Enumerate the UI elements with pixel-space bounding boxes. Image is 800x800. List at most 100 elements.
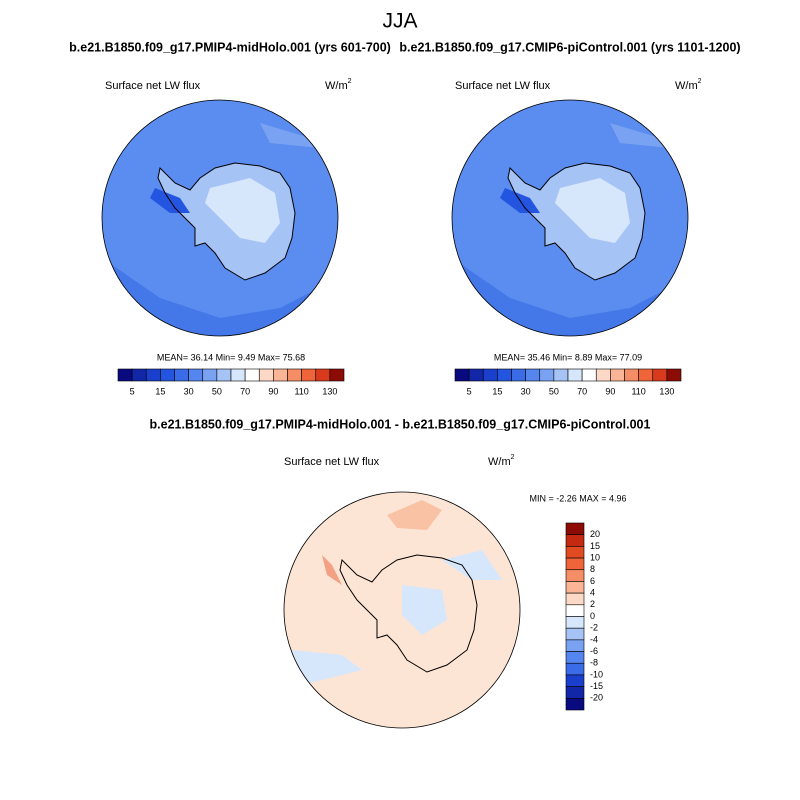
panel-title: b.e21.B1850.f09_g17.PMIP4-midHolo.001 - …	[150, 417, 651, 431]
colorbar-box	[610, 368, 625, 382]
colorbar-label: -2	[590, 623, 598, 633]
colorbar-box	[666, 368, 682, 382]
map-border	[283, 491, 521, 729]
stats: MEAN= 36.14 Min= 9.49 Max= 75.68	[157, 352, 305, 362]
map	[283, 491, 521, 729]
colorbar-box	[565, 674, 585, 687]
colorbar-box	[273, 368, 288, 382]
colorbar-label: 50	[549, 386, 559, 396]
field-band	[610, 123, 670, 148]
colorbar-box	[565, 698, 585, 711]
units-text: W/m	[325, 80, 348, 92]
colorbar-label: 110	[631, 386, 645, 396]
variable-label: Surface net LW flux	[284, 456, 380, 468]
colorbar-box	[565, 616, 585, 629]
colorbar-box	[565, 604, 585, 617]
colorbar-box	[652, 368, 668, 382]
colorbar-box	[315, 368, 331, 382]
colorbar-box	[581, 368, 597, 382]
colorbar-box	[565, 569, 585, 582]
map-border	[101, 99, 339, 337]
units-text: W/m	[675, 80, 698, 92]
colorbar-label: -6	[590, 646, 598, 656]
colorbar-box	[525, 368, 541, 382]
colorbar-box	[565, 592, 585, 606]
colorbar-box	[454, 368, 470, 382]
colorbar-label: 10	[590, 552, 600, 562]
colorbar-label: 8	[590, 564, 595, 574]
map-border	[451, 99, 689, 337]
colorbar-label: 6	[590, 576, 595, 586]
colorbar-label: 15	[155, 386, 165, 396]
panel-title: b.e21.B1850.f09_g17.CMIP6-piControl.001 …	[399, 40, 740, 54]
colorbar-label: 90	[268, 386, 278, 396]
colorbar-label: 110	[294, 386, 308, 396]
colorbar-label: -20	[590, 693, 603, 703]
colorbar-box	[565, 522, 585, 535]
colorbar-label: 70	[240, 386, 250, 396]
units-label: W/m2	[488, 454, 515, 468]
units-label: W/m2	[325, 78, 352, 92]
colorbar-box	[565, 546, 585, 559]
colorbar-label: 20	[590, 529, 600, 539]
stats: MIN = -2.26 MAX = 4.96	[529, 493, 626, 503]
colorbar-box	[565, 557, 585, 571]
colorbar-box	[160, 368, 175, 382]
colorbar-box	[565, 686, 585, 699]
field-band	[102, 258, 338, 336]
colorbar-label: 5	[467, 386, 472, 396]
colorbar-label: -15	[590, 681, 603, 691]
colorbar-box	[202, 368, 218, 382]
map-fields	[284, 492, 520, 728]
units-exponent: 2	[511, 454, 515, 461]
colorbar-box	[188, 368, 204, 382]
diff-blob	[387, 500, 442, 530]
colorbar-box	[567, 368, 583, 382]
colorbar-box	[258, 368, 274, 382]
colorbar-label: 15	[492, 386, 502, 396]
colorbar-box	[511, 368, 526, 382]
units-exponent: 2	[348, 78, 352, 85]
colorbar-box	[638, 368, 654, 382]
colorbar-label: -4	[590, 634, 598, 644]
colorbar-box	[595, 368, 611, 382]
colorbar-label: 0	[590, 611, 595, 621]
colorbar-label: 90	[605, 386, 615, 396]
colorbar-label: -10	[590, 669, 603, 679]
units-label: W/m2	[675, 78, 702, 92]
colorbar-box	[329, 368, 345, 382]
map-fields	[102, 100, 338, 336]
figure-title: JJA	[382, 10, 417, 33]
colorbar-label: 15	[590, 541, 600, 551]
colorbar-label: 70	[577, 386, 587, 396]
colorbar-label: 5	[130, 386, 135, 396]
colorbar-label: 30	[521, 386, 531, 396]
colorbar-label: 2	[590, 599, 595, 609]
field-band	[260, 123, 320, 148]
coastline	[157, 162, 296, 281]
colorbar-box	[145, 368, 161, 382]
colorbar-box	[301, 368, 317, 382]
units-exponent: 2	[698, 78, 702, 85]
diff-blob	[292, 650, 362, 685]
colorbar-box	[539, 368, 555, 382]
map-fields	[452, 100, 688, 336]
colorbar-box	[565, 627, 585, 641]
colorbar-box	[117, 368, 133, 382]
stats: MEAN= 35.46 Min= 8.89 Max= 77.09	[494, 352, 642, 362]
colorbar-box	[624, 368, 639, 382]
colorbar-label: 30	[184, 386, 194, 396]
diff-blob	[442, 550, 502, 580]
colorbar-box	[174, 368, 189, 382]
variable-label: Surface net LW flux	[455, 80, 551, 92]
map	[451, 99, 689, 337]
colorbar-box	[244, 368, 260, 382]
map	[101, 99, 339, 337]
colorbar-box	[565, 662, 585, 676]
colorbar-box	[230, 368, 246, 382]
field-band	[452, 258, 688, 336]
colorbar-box	[565, 639, 585, 652]
colorbar-box	[553, 368, 569, 382]
colorbar-label: 50	[212, 386, 222, 396]
